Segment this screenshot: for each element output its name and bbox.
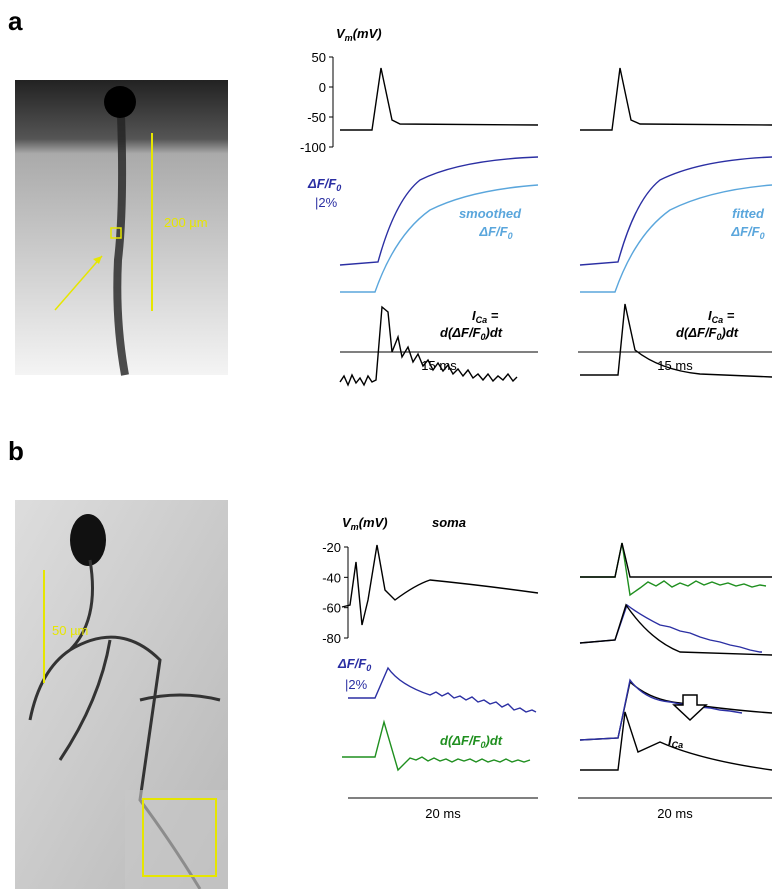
y-tick-label: 0 bbox=[319, 80, 326, 95]
y-tick-label: -80 bbox=[322, 631, 341, 646]
label: soma bbox=[432, 515, 466, 530]
micrograph: 50 µm bbox=[15, 500, 228, 889]
time-scale: 15 ms bbox=[421, 358, 457, 373]
label: ΔF/F0 bbox=[307, 176, 341, 193]
label: ICa bbox=[668, 733, 683, 750]
y-tick-label: -20 bbox=[322, 540, 341, 555]
traces bbox=[341, 542, 772, 799]
label: ICa = bbox=[472, 308, 499, 325]
label: d(ΔF/F0)dt bbox=[440, 733, 503, 750]
label: |2% bbox=[345, 677, 368, 692]
label: d(ΔF/F0)dt bbox=[676, 325, 739, 342]
label: |2% bbox=[315, 195, 338, 210]
label: ΔF/F0 bbox=[730, 224, 764, 241]
scale-bar-label: 200 µm bbox=[164, 215, 208, 230]
y-tick-label: -40 bbox=[322, 570, 341, 585]
label: smoothed bbox=[459, 206, 522, 221]
time-scale: 20 ms bbox=[657, 806, 693, 821]
panel-label: b bbox=[8, 436, 24, 466]
panel-label: a bbox=[8, 6, 23, 36]
label: fitted bbox=[732, 206, 765, 221]
label: ΔF/F0 bbox=[478, 224, 512, 241]
traces bbox=[332, 57, 772, 387]
y-tick-label: 50 bbox=[312, 50, 326, 65]
time-scale: 20 ms bbox=[425, 806, 461, 821]
label: ΔF/F0 bbox=[337, 656, 371, 673]
label: d(ΔF/F0)dt bbox=[440, 325, 503, 342]
y-tick-label: -60 bbox=[322, 601, 341, 616]
axis-title: Vm(mV) bbox=[336, 26, 382, 43]
time-scale: 15 ms bbox=[657, 358, 693, 373]
y-tick-label: -50 bbox=[307, 110, 326, 125]
label: ICa = bbox=[708, 308, 735, 325]
scale-bar-label: 50 µm bbox=[52, 623, 88, 638]
y-tick-label: -100 bbox=[300, 140, 326, 155]
micrograph: 200 µm bbox=[15, 80, 228, 376]
axis-title: Vm(mV) bbox=[342, 515, 388, 532]
